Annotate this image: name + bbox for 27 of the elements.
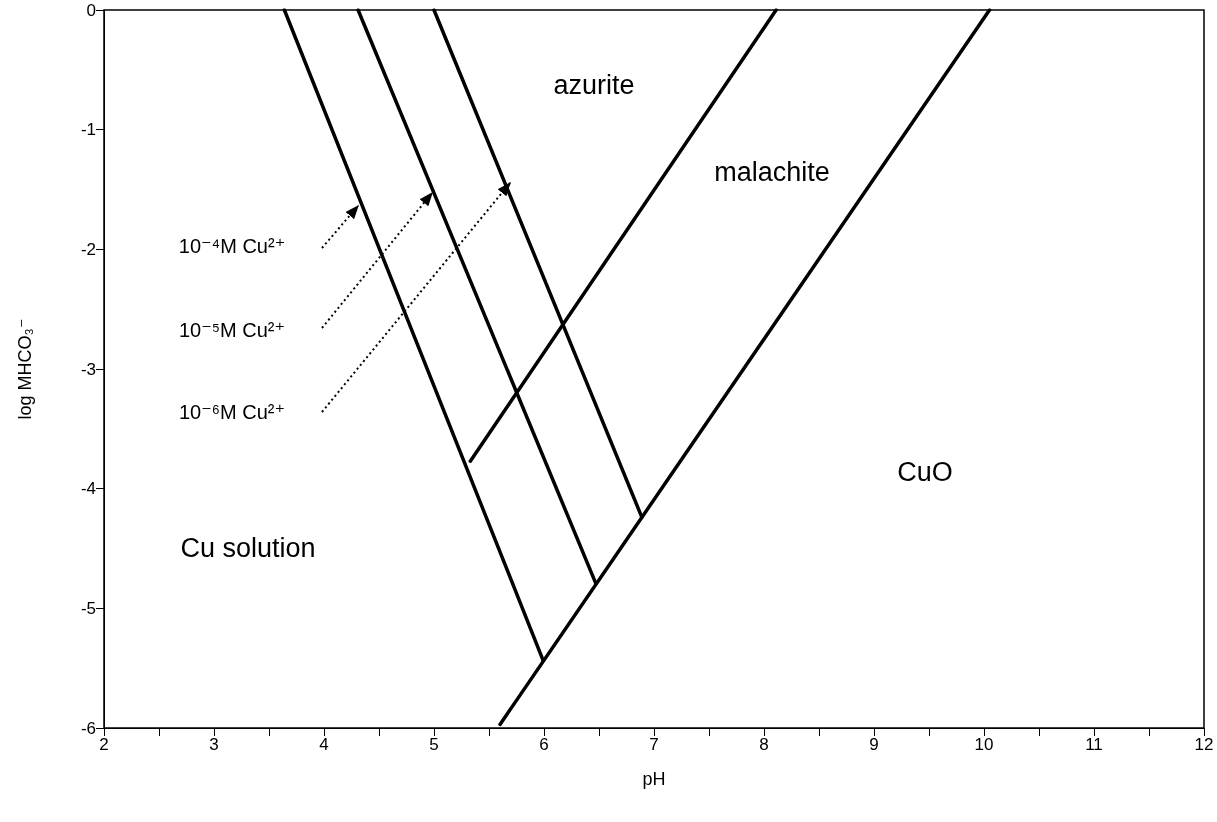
x-tick-label: 10 — [974, 735, 994, 754]
x-axis-title: pH — [642, 769, 666, 789]
annotation: 10⁻⁴M Cu²⁺ — [178, 235, 286, 257]
y-axis-title: log MHCO₃⁻ — [15, 318, 35, 420]
y-tick-label: -1 — [80, 120, 96, 140]
y-tick-label: -2 — [80, 239, 96, 259]
annotation: Cu solution — [180, 533, 316, 563]
x-tick-label: 7 — [649, 735, 659, 754]
x-tick-label: 9 — [869, 735, 879, 754]
x-tick-label: 11 — [1085, 735, 1103, 754]
x-tick-label: 5 — [429, 735, 439, 754]
annotation: azurite — [553, 70, 635, 100]
x-tick-label: 3 — [209, 735, 219, 754]
y-tick-label: -3 — [80, 359, 96, 379]
x-tick-label: 8 — [759, 735, 769, 754]
annotation: CuO — [897, 457, 953, 487]
y-tick-label: 0 — [86, 0, 96, 20]
x-tick-label: 12 — [1194, 735, 1214, 754]
annotation: 10⁻⁶M Cu²⁺ — [178, 401, 286, 423]
x-tick-label: 2 — [99, 735, 109, 754]
x-tick-label: 6 — [539, 735, 549, 754]
annotation: 10⁻⁵M Cu²⁺ — [178, 319, 286, 341]
annotation: malachite — [714, 157, 830, 187]
y-tick-label: -4 — [80, 479, 96, 499]
y-tick-label: -6 — [80, 718, 96, 738]
y-tick-label: -5 — [80, 598, 96, 618]
x-tick-label: 4 — [319, 735, 329, 754]
